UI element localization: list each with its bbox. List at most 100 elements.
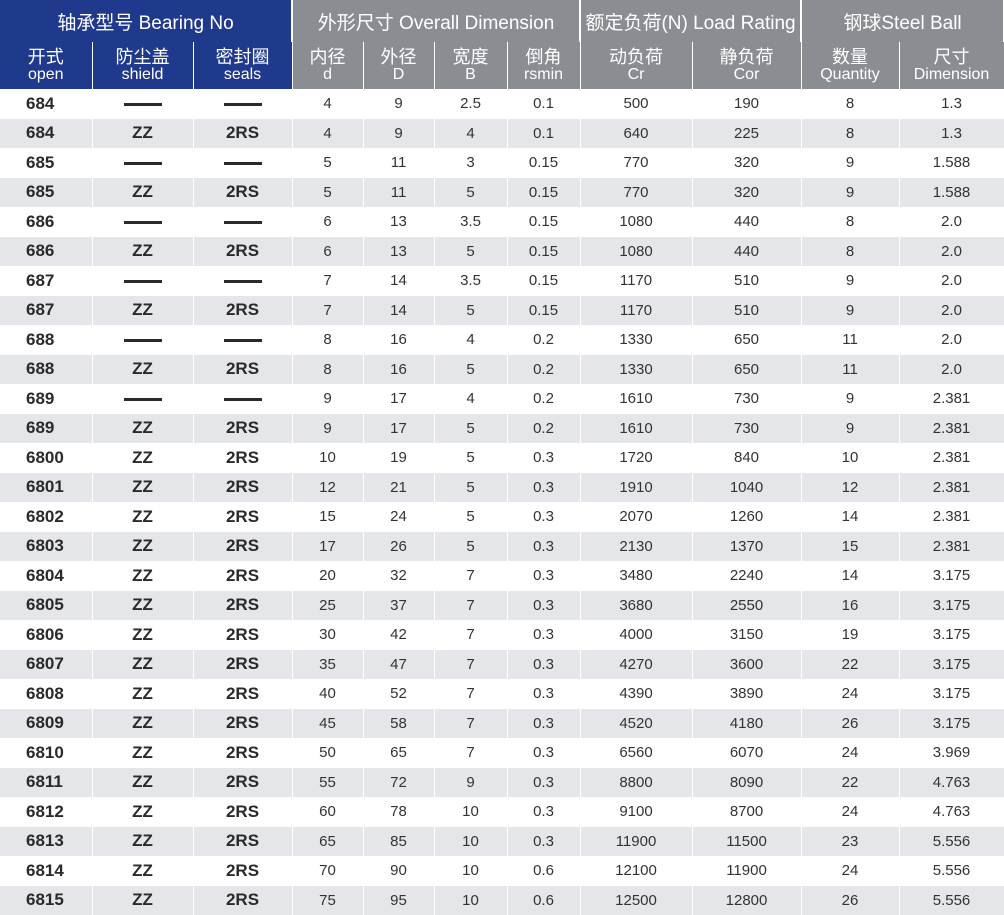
ball-dimension-cell: 3.175 [899,679,1004,709]
dynamic-load-cell: 770 [580,148,693,178]
seal-cell: 2RS [193,443,293,473]
ball-quantity-cell: 16 [801,590,900,620]
width-cell: 7 [434,620,508,650]
table-row: 6812 ZZ 2RS 60 78 10 0.3 9100 8700 24 4.763 [0,797,1004,827]
width-cell: 10 [434,826,508,856]
dash-mark [123,220,162,224]
inner-diameter-cell: 7 [292,295,364,325]
table-row: 6807 ZZ 2RS 35 47 7 0.3 4270 3600 22 3.175 [0,649,1004,679]
inner-diameter-cell: 4 [292,118,364,148]
dynamic-load-cell: 12500 [580,885,693,915]
static-load-cell: 4180 [692,708,802,738]
model-cell: 6813 [0,826,93,856]
shield-cell: ZZ [92,797,194,827]
static-load-cell: 11900 [692,856,802,886]
width-cell: 7 [434,679,508,709]
static-load-cell: 1260 [692,502,802,532]
table-row: 6800 ZZ 2RS 10 19 5 0.3 1720 840 10 2.381 [0,443,1004,473]
model-cell: 686 [0,207,93,237]
width-cell: 3.5 [434,266,508,296]
inner-diameter-cell: 75 [292,885,364,915]
dynamic-load-cell: 1610 [580,384,693,414]
shield-cell: ZZ [92,443,194,473]
ball-dimension-cell: 5.556 [899,885,1004,915]
shield-cell: ZZ [92,413,194,443]
model-cell: 6812 [0,797,93,827]
seal-cell: 2RS [193,649,293,679]
chamfer-cell: 0.3 [507,826,581,856]
dynamic-load-cell: 1170 [580,295,693,325]
outer-diameter-cell: 95 [363,885,435,915]
chamfer-cell: 0.15 [507,177,581,207]
ball-quantity-cell: 14 [801,502,900,532]
seal-cell: 2RS [193,767,293,797]
inner-diameter-cell: 5 [292,148,364,178]
table-row: 6806 ZZ 2RS 30 42 7 0.3 4000 3150 19 3.175 [0,620,1004,650]
table-row: 6811 ZZ 2RS 55 72 9 0.3 8800 8090 22 4.763 [0,767,1004,797]
ball-dimension-cell: 1.588 [899,148,1004,178]
outer-diameter-cell: 47 [363,649,435,679]
col-header-outer-diameter: 外径 D [363,42,435,89]
ball-quantity-cell: 15 [801,531,900,561]
static-load-cell: 840 [692,443,802,473]
seal-cell: 2RS [193,413,293,443]
width-cell: 5 [434,295,508,325]
width-cell: 5 [434,177,508,207]
dash-mark [223,102,262,106]
seal-cell: 2RS [193,502,293,532]
static-load-cell: 225 [692,118,802,148]
ball-quantity-cell: 26 [801,885,900,915]
shield-cell [92,325,194,355]
seal-cell: 2RS [193,354,293,384]
dynamic-load-cell: 4000 [580,620,693,650]
chamfer-cell: 0.2 [507,325,581,355]
dash-mark [223,279,262,283]
ball-quantity-cell: 9 [801,384,900,414]
outer-diameter-cell: 13 [363,207,435,237]
inner-diameter-cell: 50 [292,738,364,768]
table-row: 6803 ZZ 2RS 17 26 5 0.3 2130 1370 15 2.381 [0,531,1004,561]
table-row: 6814 ZZ 2RS 70 90 10 0.6 12100 11900 24 5.556 [0,856,1004,886]
chamfer-cell: 0.2 [507,413,581,443]
seal-cell [193,148,293,178]
static-load-cell: 650 [692,325,802,355]
outer-diameter-cell: 85 [363,826,435,856]
shield-cell: ZZ [92,561,194,591]
outer-diameter-cell: 58 [363,708,435,738]
ball-dimension-cell: 2.0 [899,295,1004,325]
static-load-cell: 730 [692,413,802,443]
chamfer-cell: 0.3 [507,620,581,650]
chamfer-cell: 0.3 [507,679,581,709]
table-row: 6802 ZZ 2RS 15 24 5 0.3 2070 1260 14 2.381 [0,502,1004,532]
inner-diameter-cell: 8 [292,354,364,384]
shield-cell: ZZ [92,708,194,738]
width-cell: 7 [434,590,508,620]
inner-diameter-cell: 4 [292,89,364,119]
outer-diameter-cell: 14 [363,295,435,325]
width-cell: 7 [434,561,508,591]
dash-mark [223,161,262,165]
shield-cell: ZZ [92,738,194,768]
inner-diameter-cell: 6 [292,236,364,266]
model-cell: 689 [0,384,93,414]
static-load-cell: 3890 [692,679,802,709]
dynamic-load-cell: 1330 [580,325,693,355]
outer-diameter-cell: 17 [363,413,435,443]
width-cell: 7 [434,708,508,738]
ball-quantity-cell: 24 [801,856,900,886]
static-load-cell: 8090 [692,767,802,797]
shield-cell [92,207,194,237]
table-row: 685 5 11 3 0.15 770 320 9 1.588 [0,148,1004,178]
inner-diameter-cell: 55 [292,767,364,797]
col-header-shield: 防尘盖 shield [92,42,194,89]
width-cell: 2.5 [434,89,508,119]
static-load-cell: 320 [692,148,802,178]
ball-dimension-cell: 3.969 [899,738,1004,768]
chamfer-cell: 0.1 [507,89,581,119]
ball-dimension-cell: 4.763 [899,767,1004,797]
ball-quantity-cell: 9 [801,295,900,325]
chamfer-cell: 0.15 [507,207,581,237]
width-cell: 4 [434,384,508,414]
ball-dimension-cell: 2.0 [899,236,1004,266]
outer-diameter-cell: 32 [363,561,435,591]
